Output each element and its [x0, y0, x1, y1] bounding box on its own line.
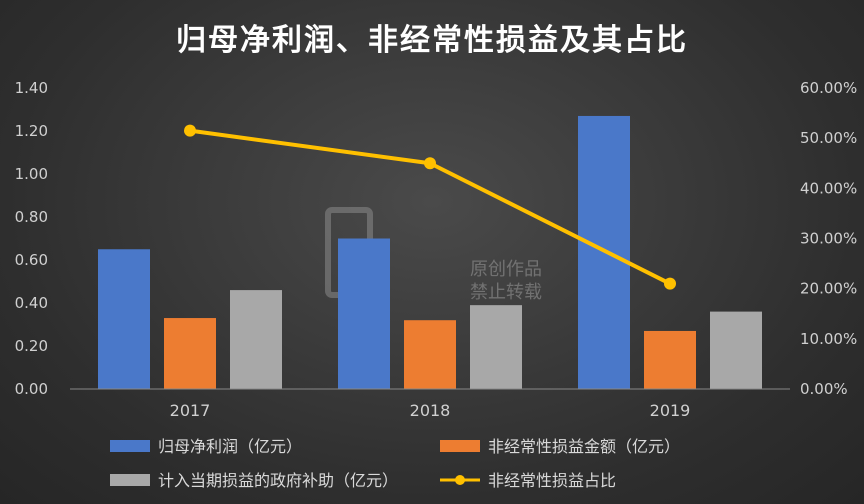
bar-归母净利润（亿元）	[98, 249, 150, 389]
legend-swatch-ratio-marker	[455, 475, 465, 485]
x-axis: 2017 2018 2019	[170, 401, 691, 420]
x-tick-label: 2018	[410, 401, 451, 420]
x-tick-label: 2019	[650, 401, 691, 420]
left-tick-label: 0.60	[15, 251, 48, 269]
legend-swatch-subsidy	[110, 474, 150, 486]
left-tick-label: 0.20	[15, 337, 48, 355]
legend-label-net-profit: 归母净利润（亿元）	[158, 437, 302, 456]
watermark-line2: 禁止转载	[470, 282, 542, 303]
bar-非经常性损益金额（亿元）	[164, 318, 216, 389]
chart-title: 归母净利润、非经常性损益及其占比	[176, 23, 688, 58]
right-tick-label: 40.00%	[800, 179, 857, 197]
legend-swatch-net-profit	[110, 440, 150, 452]
right-tick-label: 30.00%	[800, 230, 857, 248]
legend: 归母净利润（亿元） 非经常性损益金额（亿元） 计入当期损益的政府补助（亿元） 非…	[110, 437, 680, 490]
bar-非经常性损益金额（亿元）	[644, 330, 696, 389]
left-tick-label: 0.40	[15, 294, 48, 312]
bars-layer	[98, 115, 762, 389]
left-tick-label: 1.00	[15, 165, 48, 183]
line-point	[664, 277, 676, 290]
legend-label-subsidy: 计入当期损益的政府补助（亿元）	[158, 471, 398, 490]
line-layer	[184, 124, 676, 290]
left-axis: 0.00 0.20 0.40 0.60 0.80 1.00 1.20 1.40	[15, 79, 48, 398]
right-axis: 0.00% 10.00% 20.00% 30.00% 40.00% 50.00% 60.00…	[800, 79, 857, 398]
legend-label-nonrecurring: 非经常性损益金额（亿元）	[488, 437, 680, 456]
bar-计入当期损益的政府补助（亿元）	[710, 311, 762, 389]
watermark-line1: 原创作品	[470, 259, 542, 280]
left-tick-label: 0.80	[15, 208, 48, 226]
right-tick-label: 10.00%	[800, 330, 857, 348]
x-tick-label: 2017	[170, 401, 211, 420]
right-tick-label: 20.00%	[800, 280, 857, 298]
legend-label-ratio: 非经常性损益占比	[488, 471, 616, 490]
left-tick-label: 1.20	[15, 122, 48, 140]
bar-归母净利润（亿元）	[338, 238, 390, 389]
bar-计入当期损益的政府补助（亿元）	[470, 305, 522, 389]
legend-swatch-nonrecurring	[440, 440, 480, 452]
line-point	[184, 124, 196, 137]
right-tick-label: 0.00%	[800, 380, 848, 398]
line-point	[424, 157, 436, 170]
right-tick-label: 50.00%	[800, 129, 857, 147]
right-tick-label: 60.00%	[800, 79, 857, 97]
bar-非经常性损益金额（亿元）	[404, 320, 456, 389]
left-tick-label: 1.40	[15, 79, 48, 97]
bar-计入当期损益的政府补助（亿元）	[230, 290, 282, 389]
left-tick-label: 0.00	[15, 380, 48, 398]
